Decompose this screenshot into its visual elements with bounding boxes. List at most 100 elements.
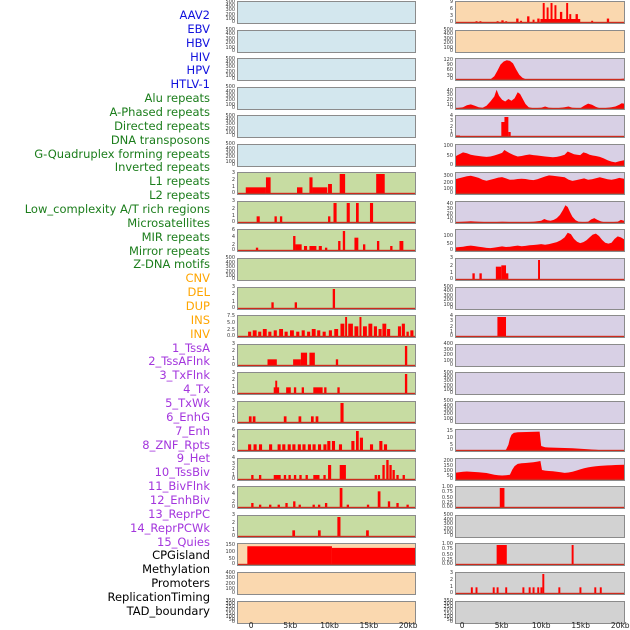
y-axis-tick-label: 0 <box>449 447 453 454</box>
row-label: Methylation <box>142 562 210 577</box>
y-axis-tick-label: 1.00 <box>441 540 453 547</box>
y-axis-tick-label: 300 <box>225 92 235 99</box>
y-axis-tick-label: 30 <box>446 72 453 79</box>
track-plot <box>237 286 416 310</box>
x-axis-tick-label: 0 <box>248 621 254 630</box>
track-plot-canvas <box>456 175 624 195</box>
track-plot <box>237 372 416 396</box>
y-axis-tick-label: 40 <box>446 87 453 94</box>
y-axis-tick-label: 3 <box>449 118 453 125</box>
y-axis-tick-label: 300 <box>443 601 453 608</box>
track-plot <box>237 572 416 595</box>
row-label: Directed repeats <box>114 118 210 133</box>
row-label: CPGisland <box>152 548 210 563</box>
y-axis-tick-label: 50 <box>446 153 453 160</box>
track-plot-canvas <box>456 149 624 166</box>
y-axis-tick-label: 4 <box>449 112 453 119</box>
track-plot-canvas <box>456 89 624 109</box>
y-axis-tick-label: 1 <box>449 270 453 277</box>
row-label: Inverted repeats <box>114 160 210 175</box>
y-axis-tick-label: 0 <box>449 218 453 225</box>
row-label: AAV2 <box>179 8 210 22</box>
y-axis-ticks: 500 400 300 200 100 0 <box>210 142 235 168</box>
y-axis-tick-label: 2 <box>449 262 453 269</box>
track-plot <box>237 514 416 538</box>
y-axis-tick-label: 100 <box>225 16 235 23</box>
y-axis-tick-label: 0.75 <box>441 546 453 553</box>
y-axis-tick-label: 200 <box>225 154 235 161</box>
y-axis-tick-label: 100 <box>225 73 235 80</box>
y-axis-tick-label: 300 <box>443 378 453 385</box>
y-axis-tick-label: 50 <box>228 556 235 563</box>
row-label: 2_TssAFlnk <box>148 354 210 369</box>
y-axis-tick-label: 1 <box>231 355 235 362</box>
y-axis-tick-label: 400 <box>225 117 235 124</box>
y-axis-tick-label: 100 <box>443 185 453 192</box>
track-plot <box>237 543 416 567</box>
y-axis-tick-label: 400 <box>225 145 235 152</box>
y-axis-tick-label: 2 <box>231 348 235 355</box>
y-axis-tick-label: 400 <box>225 259 235 266</box>
y-axis-tick-label: 250 <box>443 604 453 611</box>
y-axis-tick-label: 4 <box>231 434 235 441</box>
y-axis-tick-label: 50 <box>446 241 453 248</box>
y-axis-tick-label: 300 <box>443 173 453 180</box>
row-label: 13_ReprPC <box>148 506 210 521</box>
y-axis-tick-label: 4 <box>449 312 453 319</box>
y-axis-tick-label: 0 <box>449 390 453 397</box>
y-axis-tick-label: 6 <box>231 483 235 490</box>
track-plot-canvas <box>238 459 415 480</box>
y-axis-tick-label: 10 <box>446 435 453 441</box>
track-plot-canvas <box>456 3 624 23</box>
y-axis-tick-label: 2 <box>449 123 453 130</box>
y-axis-ticks: 400 300 200 100 0 <box>210 570 235 596</box>
y-axis-tick-label: 0 <box>231 561 235 568</box>
y-axis-tick-label: 100 <box>225 44 235 51</box>
y-axis-tick-label: 500 <box>443 284 453 290</box>
y-axis-tick-label: 200 <box>225 268 235 275</box>
track-plot <box>237 343 416 367</box>
y-axis-tick-label: 0 <box>231 247 235 254</box>
y-axis-tick-label: 4 <box>231 455 235 462</box>
y-axis-tick-label: 0 <box>449 47 453 54</box>
row-label: 12_EnhBiv <box>149 492 210 507</box>
y-axis-ticks: 100 50 0 <box>428 144 453 168</box>
track-plot <box>455 600 625 624</box>
track-plot-canvas <box>238 2 415 23</box>
y-axis-ticks: 500 400 300 200 100 0 <box>210 85 235 111</box>
y-axis-tick-label: 0 <box>231 104 235 111</box>
row-label: 11_BivFlnk <box>147 479 210 494</box>
y-axis-tick-label: 3 <box>449 255 453 262</box>
y-axis-tick-label: 350 <box>443 598 453 605</box>
track-plot <box>455 115 625 139</box>
y-axis-tick-label: 20 <box>446 210 453 217</box>
y-axis-tick-label: 200 <box>443 525 453 532</box>
row-label: 14_ReprPCWk <box>130 520 210 535</box>
y-axis-tick-label: 0 <box>231 532 235 539</box>
x-axis-tick-label: 20kb <box>610 621 630 630</box>
track-plot-canvas <box>238 374 415 395</box>
track-plot <box>455 1 625 24</box>
y-axis-tick-label: 40 <box>446 200 453 207</box>
y-axis-ticks: 1.00 0.75 0.50 0.25 0.00 <box>428 540 453 568</box>
y-axis-tick-label: 100 <box>225 613 235 620</box>
track-plot-canvas <box>238 402 415 423</box>
row-label: INS <box>190 312 210 327</box>
y-axis-tick-label: 2 <box>231 241 235 248</box>
y-axis-tick-label: 120 <box>443 57 453 64</box>
y-axis-tick-label: 0 <box>231 475 235 482</box>
y-axis-tick-label: 300 <box>443 406 453 413</box>
y-axis-tick-label: 0.00 <box>441 561 453 568</box>
row-label: Low_complexity A/T rich regions <box>24 201 210 216</box>
track-plot <box>455 372 625 396</box>
track-plot <box>237 143 416 167</box>
track-plot <box>237 257 416 281</box>
track-plot-canvas <box>238 431 415 452</box>
y-axis-tick-label: 100 <box>225 586 235 592</box>
y-axis-tick-label: 0.50 <box>441 494 453 501</box>
y-axis-tick-label: 100 <box>443 44 453 51</box>
